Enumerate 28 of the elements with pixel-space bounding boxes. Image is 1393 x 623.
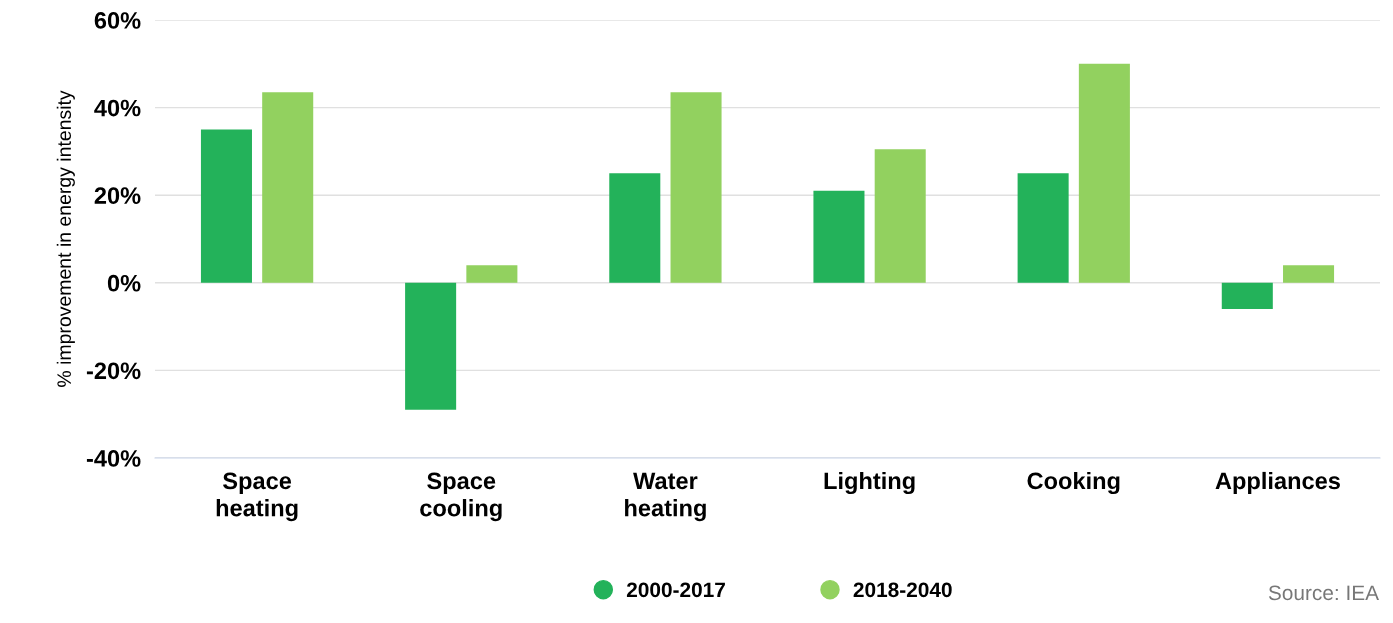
y-tick-label: -20% <box>86 362 141 380</box>
y-tick-label: -40% <box>86 450 141 467</box>
bar <box>1221 282 1273 310</box>
y-tick-label: 20% <box>94 187 141 204</box>
x-tick-label: Space cooling <box>420 472 502 522</box>
bar <box>405 282 457 410</box>
y-tick-label: 0% <box>107 274 141 292</box>
bar <box>813 190 865 283</box>
legend-label: 2018-2040 <box>853 582 952 598</box>
bar <box>200 129 252 283</box>
bar <box>1283 265 1335 283</box>
y-tick-label: 40% <box>94 99 141 117</box>
y-axis-title: % improvement in energy intensity <box>56 90 75 387</box>
bar <box>670 92 722 283</box>
bar <box>1017 173 1069 283</box>
x-tick-label: Lighting <box>824 471 915 494</box>
x-tick-label: Appliances <box>1215 471 1340 494</box>
x-tick-label: Space heating <box>216 472 298 522</box>
legend-label: 2000-2017 <box>626 582 725 598</box>
x-tick-label: Water heating <box>625 472 706 522</box>
source-note: Source: IEA <box>1268 585 1380 601</box>
bar <box>1078 63 1130 283</box>
bar <box>874 149 926 283</box>
y-tick-label: 60% <box>94 12 141 29</box>
x-tick-label: Cooking <box>1027 471 1120 494</box>
bar <box>262 92 314 283</box>
bar <box>466 265 518 283</box>
bar <box>609 173 661 283</box>
